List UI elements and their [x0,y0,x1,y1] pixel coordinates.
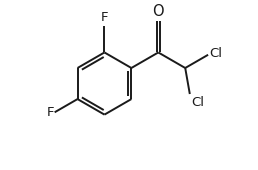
Text: F: F [101,11,108,24]
Text: Cl: Cl [191,96,204,109]
Text: F: F [46,106,54,119]
Text: O: O [152,4,164,19]
Text: Cl: Cl [209,47,222,61]
